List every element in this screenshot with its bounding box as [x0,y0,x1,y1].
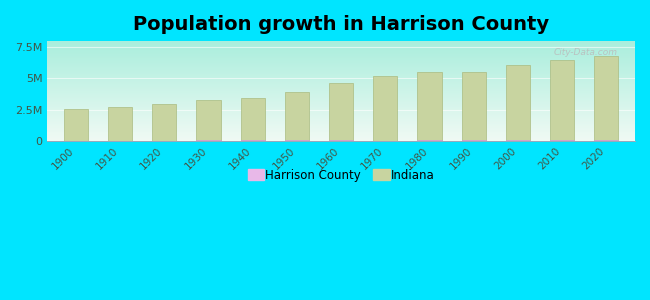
Bar [329,83,353,141]
Bar [462,140,486,141]
Bar [506,140,530,141]
Bar [64,110,88,141]
Bar [550,140,574,141]
Bar [196,140,221,141]
Bar [594,140,618,141]
Bar [506,65,530,141]
Bar [108,107,133,141]
Bar [152,104,177,141]
Bar [329,140,353,141]
Bar [462,72,486,141]
Legend: Harrison County, Indiana: Harrison County, Indiana [243,164,439,187]
Bar [417,140,441,141]
Bar [285,140,309,141]
Bar [285,92,309,141]
Bar [373,76,397,141]
Title: Population growth in Harrison County: Population growth in Harrison County [133,15,549,34]
Bar [550,60,574,141]
Text: City-Data.com: City-Data.com [553,48,618,57]
Bar [240,140,265,141]
Bar [240,98,265,141]
Bar [594,56,618,141]
Bar [196,100,221,141]
Bar [417,72,441,141]
